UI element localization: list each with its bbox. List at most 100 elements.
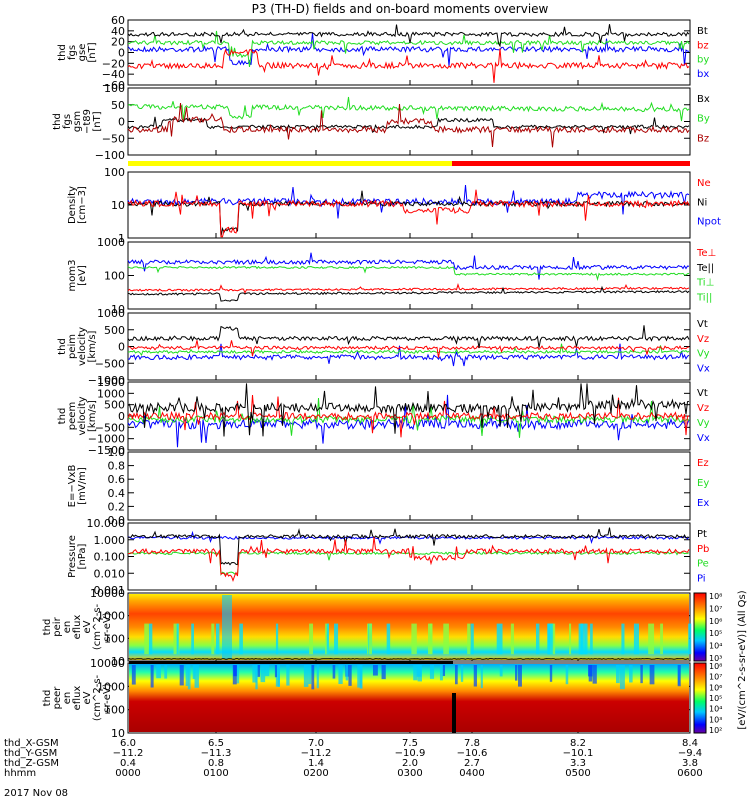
trace-ne <box>127 189 690 238</box>
ion-spec-feature <box>215 623 220 655</box>
ele-spec-feature <box>381 665 386 680</box>
ion-spec-feature <box>369 623 372 655</box>
xaxis-value: 8.4 <box>682 738 698 749</box>
ele-spec-feature <box>194 665 199 688</box>
ele-spec-feature <box>164 665 168 679</box>
ytick-label: −1500 <box>88 444 125 457</box>
xaxis-value: 0000 <box>115 768 140 779</box>
ele-spec-feature <box>179 665 184 686</box>
ele-spec-feature <box>255 665 258 690</box>
ele-spec-feature <box>131 665 136 685</box>
xaxis-value: 3.8 <box>682 758 698 769</box>
ytick-label: 1 <box>118 232 125 245</box>
ytick-label: 500 <box>104 399 125 412</box>
ytick-label: 20 <box>111 36 125 49</box>
ion-spec-feature <box>648 623 655 655</box>
legend-peem_vel-1: Vz <box>697 403 709 414</box>
ion-spec-feature <box>176 623 179 655</box>
ele-spec-feature <box>439 665 443 681</box>
ion-spec-feature <box>578 623 582 655</box>
ion-spec-feature <box>585 623 588 655</box>
ion-spec-feature <box>326 623 329 655</box>
ion-spec-feature <box>239 623 243 655</box>
xaxis-value: 3.3 <box>570 758 586 769</box>
trace-peem-vy <box>127 397 690 438</box>
ion-spec-feature <box>633 623 639 655</box>
xaxis-value: 0600 <box>677 768 702 779</box>
ion-spec-feature <box>411 623 417 655</box>
xaxis-value: 7.5 <box>402 738 418 749</box>
colorbar-ion-tick: 10⁷ <box>709 604 722 613</box>
ele-spec-feature <box>232 665 237 685</box>
date-label: 2017 Nov 08 <box>4 788 68 799</box>
ele-spec-feature <box>308 665 312 685</box>
ion-spec-feature <box>621 623 625 655</box>
trace-pe <box>127 550 690 577</box>
ytick-label: −100 <box>95 149 125 162</box>
ytick-label: 0 <box>118 410 125 423</box>
ele-spec-feature <box>260 665 266 683</box>
panel-frame-peim_vel <box>127 312 691 381</box>
colorbar-ion-tick: 10³ <box>709 654 722 663</box>
electron-spectrogram <box>129 664 689 732</box>
panel-ylabel-peer_spec: sr-eV) <box>102 683 113 712</box>
panel-ylabel-fgs_gse: gse <box>77 44 88 62</box>
panel-legends: Bt bz by bx Bx By Bz Ne Ni Npot Te⊥ Te|| Ti⊥ Ti|| Vt Vz… <box>696 26 721 584</box>
ytick-label: 0.4 <box>108 487 126 500</box>
legend-peim_vel-0: Vt <box>697 319 708 330</box>
legend-temp-0: Te⊥ <box>696 248 716 259</box>
trace-Bz <box>127 102 690 148</box>
panel-ylabel-peir_spec: sr-eV) <box>102 612 113 641</box>
panel-ylabel-fgs_gsm: thd <box>52 113 63 130</box>
ele-spec-feature <box>332 665 336 679</box>
ytick-label: 10000 <box>90 587 125 600</box>
ytick-label: 10 <box>111 727 125 740</box>
ele-spec-feature <box>192 665 196 679</box>
ele-spec-feature <box>156 665 161 679</box>
ytick-label: 10.000 <box>87 517 126 530</box>
panel-frame-fgs_gse <box>127 19 691 86</box>
ele-spec-feature <box>588 665 593 677</box>
xaxis-value: 0100 <box>203 768 228 779</box>
ele-spec-feature <box>619 665 625 690</box>
legend-efield-0: Ez <box>697 458 709 469</box>
legend-peim_vel-3: Vx <box>697 363 710 374</box>
ytick-label: 500 <box>104 324 125 337</box>
ytick-label: 0.2 <box>108 500 126 513</box>
ion-spec-potential <box>127 658 690 660</box>
panel-ylabel-peim_vel: [km/s] <box>87 330 98 362</box>
ele-spec-feature <box>303 665 309 687</box>
legend-temp-1: Te|| <box>696 263 714 274</box>
ytick-label: 0.0 <box>108 514 126 527</box>
panel-ylabel-fgs_gsm: [nT] <box>92 111 103 131</box>
panel-frame-pressure <box>127 522 691 591</box>
legend-efield-2: Ex <box>697 498 709 509</box>
legend-fgs_gse-3: bx <box>697 69 709 80</box>
ytick-label: 60 <box>111 14 125 27</box>
panel-ylabel-peer_spec: (cm^2-s- <box>92 674 103 721</box>
xaxis-value: −11.2 <box>113 748 144 759</box>
panel-ylabel-peer_spec: eflux <box>72 686 83 711</box>
trace-peem-vt <box>127 383 690 437</box>
trace-te-perp <box>127 283 690 295</box>
ytick-label: 10 <box>111 199 125 212</box>
colorbar-label: [eV/(cm^2-s-sr-eV)] (All Qs) <box>737 590 748 729</box>
ytick-label: 1000 <box>97 610 125 623</box>
ion-spec-feature <box>688 623 692 655</box>
xaxis-value: 0400 <box>459 768 484 779</box>
legend-density-2: Npot <box>697 217 721 228</box>
panel-ylabel-peem_vel: velocity <box>77 396 88 435</box>
trace-peim-vy <box>127 343 690 357</box>
colorbar-electron-tick: 10³ <box>709 715 722 724</box>
ytick-label: 1000 <box>97 236 125 249</box>
legend-efield-1: Ey <box>697 478 709 489</box>
xaxis-value: 2.7 <box>464 758 480 769</box>
colorbar-ion-tick: 10⁴ <box>709 642 722 651</box>
ele-spec-feature <box>429 665 435 679</box>
xaxis-value: −10.6 <box>457 748 488 759</box>
legend-peem_vel-3: Vx <box>697 433 710 444</box>
ion-spec-feature <box>590 623 593 655</box>
ele-spec-feature <box>460 665 464 682</box>
